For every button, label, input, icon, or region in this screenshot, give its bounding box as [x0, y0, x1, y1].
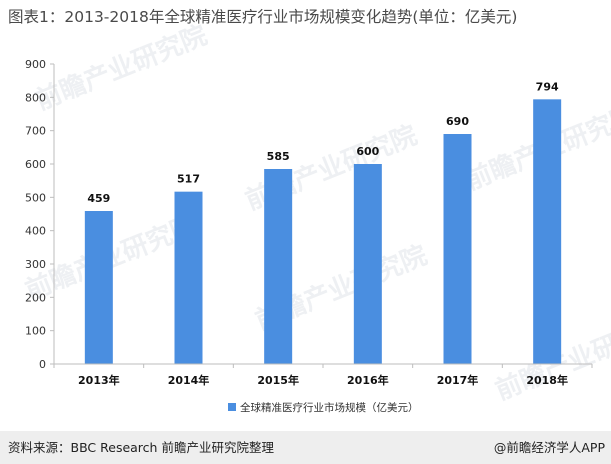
- x-tick-label: 2015年: [257, 373, 299, 387]
- bar: [353, 164, 382, 364]
- x-tick-label: 2017年: [437, 373, 479, 387]
- y-tick-label: 400: [25, 225, 46, 238]
- brand-credit: @前瞻经济学人APP: [493, 440, 605, 455]
- y-tick-label: 300: [25, 258, 46, 271]
- y-axis: 0 100 200 300 400 500 600 700 800 900: [25, 58, 55, 371]
- y-tick-label: 600: [25, 158, 46, 171]
- bar-chart: 前瞻产业研究院前瞻产业研究院前瞻产业研究院前瞻产业研究院前瞻产业研究院前瞻产业研…: [21, 20, 611, 414]
- bar: [174, 191, 203, 364]
- bar: [443, 134, 472, 364]
- x-tick-label: 2014年: [168, 373, 210, 387]
- x-tick-label: 2013年: [78, 373, 120, 387]
- bar: [264, 169, 293, 364]
- x-axis: 2013年 2014年 2015年 2016年 2017年 2018年: [53, 363, 593, 387]
- x-tick-label: 2016年: [347, 373, 389, 387]
- bar: [533, 99, 562, 364]
- y-tick-label: 0: [39, 358, 46, 371]
- data-label: 585: [267, 150, 290, 163]
- data-label: 517: [177, 173, 200, 186]
- data-label: 690: [446, 115, 469, 128]
- x-tick-label: 2018年: [526, 373, 568, 387]
- footer-bar: 资料来源：BBC Research 前瞻产业研究院整理 @前瞻经济学人APP: [0, 431, 611, 464]
- data-label: 600: [356, 145, 379, 158]
- y-tick-label: 900: [25, 58, 46, 71]
- legend: 全球精准医疗行业市场规模（亿美元）: [228, 401, 419, 414]
- source-note: 资料来源：BBC Research 前瞻产业研究院整理: [8, 440, 274, 455]
- y-tick-label: 100: [25, 325, 46, 338]
- legend-label: 全球精准医疗行业市场规模（亿美元）: [240, 401, 419, 414]
- y-tick-label: 700: [25, 125, 46, 138]
- data-label: 794: [536, 80, 559, 93]
- y-tick-label: 800: [25, 91, 46, 104]
- chart-title: 图表1：2013-2018年全球精准医疗行业市场规模变化趋势(单位：亿美元): [8, 8, 518, 26]
- watermark-text: 前瞻产业研究院: [31, 20, 211, 117]
- bar: [84, 211, 113, 364]
- y-tick-label: 500: [25, 191, 46, 204]
- legend-swatch: [228, 403, 236, 411]
- y-tick-label: 200: [25, 291, 46, 304]
- data-label: 459: [87, 192, 110, 205]
- bars-group: 459 517 585 600 690 794: [84, 80, 562, 364]
